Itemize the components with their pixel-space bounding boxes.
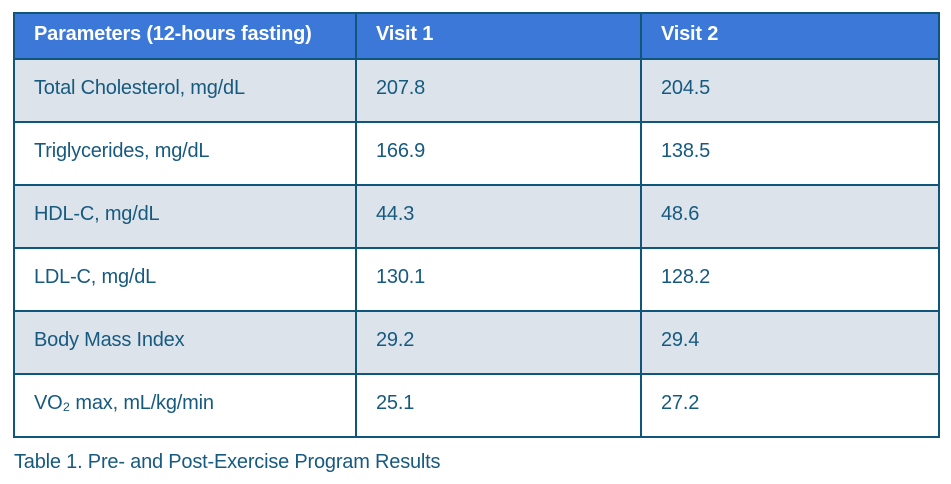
visit2-value-cell: 204.5 — [640, 58, 940, 123]
table-row-body-mass-index: Body Mass Index 29.2 29.4 — [13, 310, 940, 375]
parameter-cell: LDL-C, mg/dL — [13, 247, 357, 312]
results-table: Parameters (12-hours fasting) Visit 1 Vi… — [13, 12, 940, 438]
header-row: Parameters (12-hours fasting) Visit 1 Vi… — [13, 12, 940, 60]
col-header-visit2: Visit 2 — [640, 12, 940, 60]
table-row-triglycerides: Triglycerides, mg/dL 166.9 138.5 — [13, 121, 940, 186]
visit1-value-cell: 207.8 — [355, 58, 642, 123]
table-row-vo2-max: VO₂ max, mL/kg/min 25.1 27.2 — [13, 373, 940, 438]
visit1-value-cell: 130.1 — [355, 247, 642, 312]
visit1-value-cell: 29.2 — [355, 310, 642, 375]
table-row-hdl-c: HDL-C, mg/dL 44.3 48.6 — [13, 184, 940, 249]
table-caption: Table 1. Pre- and Post-Exercise Program … — [14, 451, 441, 473]
parameter-cell: Total Cholesterol, mg/dL — [13, 58, 357, 123]
parameter-cell: VO₂ max, mL/kg/min — [13, 373, 357, 438]
parameter-cell: Body Mass Index — [13, 310, 357, 375]
col-header-parameters: Parameters (12-hours fasting) — [13, 12, 357, 60]
parameter-cell: HDL-C, mg/dL — [13, 184, 357, 249]
table-row-ldl-c: LDL-C, mg/dL 130.1 128.2 — [13, 247, 940, 312]
col-header-visit1: Visit 1 — [355, 12, 642, 60]
table-row-total-cholesterol: Total Cholesterol, mg/dL 207.8 204.5 — [13, 58, 940, 123]
visit2-value-cell: 128.2 — [640, 247, 940, 312]
visit2-value-cell: 27.2 — [640, 373, 940, 438]
visit2-value-cell: 48.6 — [640, 184, 940, 249]
visit1-value-cell: 25.1 — [355, 373, 642, 438]
visit2-value-cell: 138.5 — [640, 121, 940, 186]
visit1-value-cell: 166.9 — [355, 121, 642, 186]
visit1-value-cell: 44.3 — [355, 184, 642, 249]
parameter-cell: Triglycerides, mg/dL — [13, 121, 357, 186]
visit2-value-cell: 29.4 — [640, 310, 940, 375]
